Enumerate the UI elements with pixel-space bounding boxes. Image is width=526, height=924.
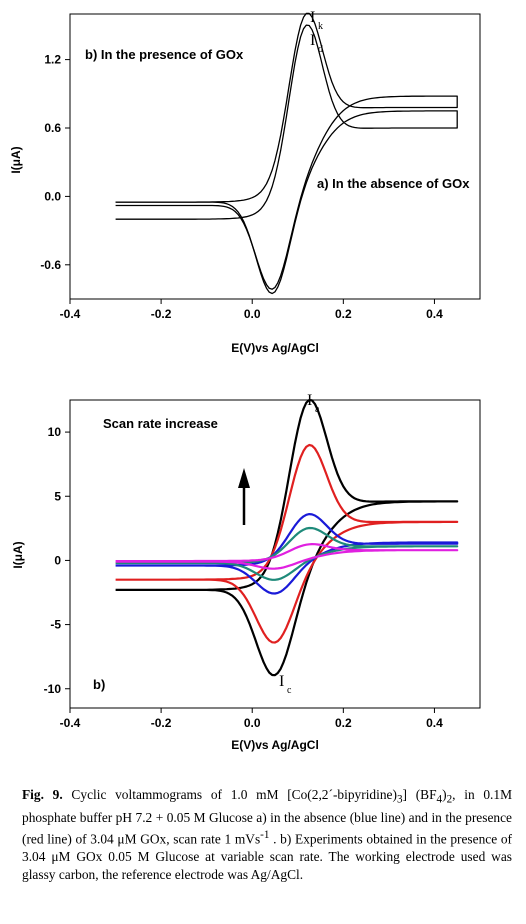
series-line	[115, 24, 458, 295]
series-line	[115, 398, 459, 677]
x-tick-label: 0.2	[335, 307, 352, 321]
peak-label-k-sub: k	[318, 21, 323, 32]
y-tick-label: 1.2	[44, 53, 61, 67]
peak-label-d: I	[310, 32, 315, 49]
peak-label-c-sub: c	[287, 685, 292, 696]
plot-frame	[69, 13, 481, 300]
y-tick-label: -10	[44, 682, 62, 696]
x-tick-label: 0.0	[244, 307, 261, 321]
series-line	[115, 513, 459, 595]
plot-curves	[115, 398, 459, 677]
caption-text: ] (BF	[402, 787, 437, 802]
x-tick-label: -0.4	[60, 307, 81, 321]
y-tick-label: -5	[50, 618, 61, 632]
annotation-presence: b) In the presence of GOx	[85, 47, 244, 62]
y-tick-label: 0	[54, 553, 61, 567]
y-tick-label: 0.6	[44, 121, 61, 135]
panel-label: b)	[93, 677, 105, 692]
figure-canvas: -0.4 -0.2 0.0 0.2 0.4 -0.6 0.0 0.6 1.2 I(μA) E(V…	[9, 9, 481, 752]
caption-sup: -1	[260, 828, 270, 841]
caption-text: . b) Experiments obtained in the presenc…	[22, 831, 512, 882]
plot-curves	[115, 12, 458, 295]
caption-fig-label: Fig. 9.	[22, 787, 63, 802]
y-tick-label: 0.0	[44, 189, 61, 203]
y-tick-label: 10	[48, 425, 62, 439]
caption-text: , in 0.1M phosphate buffer pH 7.2 + 0.05…	[22, 787, 513, 847]
peak-label-a-sub: a	[315, 404, 320, 415]
series-line	[115, 543, 459, 570]
y-tick-label: 5	[54, 489, 61, 503]
axis-ticks: -0.4 -0.2 0.0 0.2 0.4 10 5 0 -5 -10	[44, 425, 443, 730]
plot-frame	[69, 399, 481, 709]
series-line	[115, 12, 458, 290]
x-tick-label: -0.2	[151, 307, 172, 321]
arrow-up-icon	[238, 468, 250, 525]
chart-panel-a: -0.4 -0.2 0.0 0.2 0.4 -0.6 0.0 0.6 1.2 I(μA) E(V…	[9, 9, 481, 355]
axis-ticks: -0.4 -0.2 0.0 0.2 0.4 -0.6 0.0 0.6 1.2	[40, 53, 443, 321]
annotation-absence: a) In the absence of GOx	[317, 176, 470, 191]
annotation-scan-rate: Scan rate increase	[103, 416, 218, 431]
x-tick-label: 0.2	[335, 716, 352, 730]
series-line	[115, 443, 459, 644]
x-tick-label: -0.4	[60, 716, 81, 730]
series-line	[115, 526, 459, 581]
peak-label-k: I	[310, 9, 315, 26]
x-tick-label: -0.2	[151, 716, 172, 730]
y-axis-label: I(μA)	[9, 146, 23, 173]
caption-sub: 3	[396, 793, 403, 806]
x-axis-label: E(V)vs Ag/AgCl	[231, 341, 319, 355]
caption-text: Cyclic voltammograms of 1.0 mM [Co(2,2´-…	[62, 787, 397, 802]
peak-label-a: I	[307, 392, 312, 409]
caption-sub: 2	[446, 793, 453, 806]
y-tick-label: -0.6	[40, 258, 61, 272]
peak-label-d-sub: d	[318, 44, 323, 55]
caption-sub: 4	[436, 793, 443, 806]
peak-label-c: I	[279, 673, 284, 690]
x-tick-label: 0.4	[426, 716, 443, 730]
y-axis-label: I(μA)	[11, 541, 25, 568]
x-axis-label: E(V)vs Ag/AgCl	[231, 738, 319, 752]
caption-text: )	[442, 787, 447, 802]
chart-panel-b: -0.4 -0.2 0.0 0.2 0.4 10 5 0 -5 -10 I(μA) E(V)vs …	[11, 392, 481, 752]
x-tick-label: 0.4	[426, 307, 443, 321]
x-tick-label: 0.0	[244, 716, 261, 730]
figure-caption: Fig. 9. Cyclic voltammograms of 1.0 mM […	[22, 786, 512, 883]
